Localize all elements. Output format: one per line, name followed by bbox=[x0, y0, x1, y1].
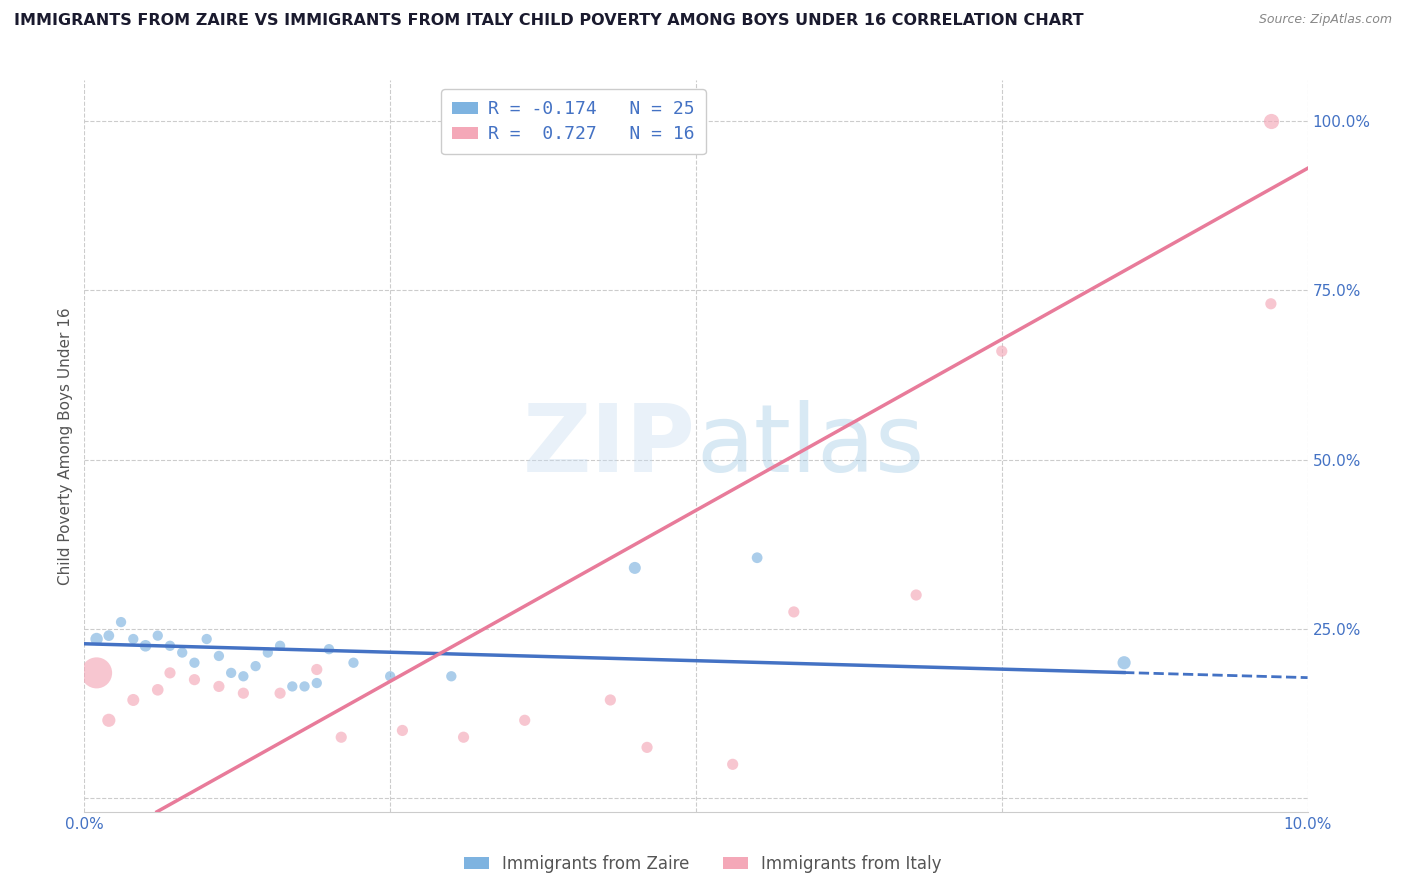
Point bbox=[269, 639, 291, 653]
Point bbox=[183, 656, 205, 670]
Point bbox=[305, 663, 328, 677]
Legend: Immigrants from Zaire, Immigrants from Italy: Immigrants from Zaire, Immigrants from I… bbox=[457, 848, 949, 880]
Point bbox=[330, 730, 353, 744]
Point bbox=[342, 656, 364, 670]
Text: IMMIGRANTS FROM ZAIRE VS IMMIGRANTS FROM ITALY CHILD POVERTY AMONG BOYS UNDER 16: IMMIGRANTS FROM ZAIRE VS IMMIGRANTS FROM… bbox=[14, 13, 1084, 29]
Point bbox=[783, 605, 806, 619]
Point bbox=[219, 665, 242, 680]
Point bbox=[281, 680, 304, 694]
Point bbox=[747, 550, 769, 565]
Point bbox=[440, 669, 463, 683]
Point bbox=[391, 723, 413, 738]
Point bbox=[294, 680, 316, 694]
Point bbox=[146, 629, 169, 643]
Point bbox=[159, 665, 181, 680]
Point bbox=[86, 632, 108, 646]
Point bbox=[122, 693, 145, 707]
Point bbox=[624, 561, 647, 575]
Point bbox=[991, 344, 1014, 359]
Point bbox=[1260, 297, 1282, 311]
Point bbox=[208, 648, 231, 663]
Point bbox=[1114, 656, 1136, 670]
Point bbox=[257, 646, 280, 660]
Point bbox=[318, 642, 340, 657]
Point bbox=[599, 693, 621, 707]
Point bbox=[636, 740, 658, 755]
Point bbox=[86, 665, 108, 680]
Point bbox=[905, 588, 928, 602]
Point bbox=[232, 669, 254, 683]
Point bbox=[232, 686, 254, 700]
Text: ZIP: ZIP bbox=[523, 400, 696, 492]
Point bbox=[135, 639, 157, 653]
Point bbox=[305, 676, 328, 690]
Point bbox=[97, 714, 120, 728]
Point bbox=[97, 629, 120, 643]
Point bbox=[159, 639, 181, 653]
Point bbox=[513, 714, 536, 728]
Point bbox=[172, 646, 194, 660]
Point bbox=[1260, 114, 1282, 128]
Text: atlas: atlas bbox=[696, 400, 924, 492]
Point bbox=[208, 680, 231, 694]
Point bbox=[183, 673, 205, 687]
Point bbox=[453, 730, 475, 744]
Point bbox=[721, 757, 744, 772]
Point bbox=[195, 632, 218, 646]
Point bbox=[122, 632, 145, 646]
Point bbox=[269, 686, 291, 700]
Y-axis label: Child Poverty Among Boys Under 16: Child Poverty Among Boys Under 16 bbox=[58, 307, 73, 585]
Point bbox=[380, 669, 402, 683]
Text: Source: ZipAtlas.com: Source: ZipAtlas.com bbox=[1258, 13, 1392, 27]
Legend: R = -0.174   N = 25, R =  0.727   N = 16: R = -0.174 N = 25, R = 0.727 N = 16 bbox=[441, 89, 706, 154]
Point bbox=[110, 615, 132, 629]
Point bbox=[245, 659, 267, 673]
Point bbox=[146, 682, 169, 697]
